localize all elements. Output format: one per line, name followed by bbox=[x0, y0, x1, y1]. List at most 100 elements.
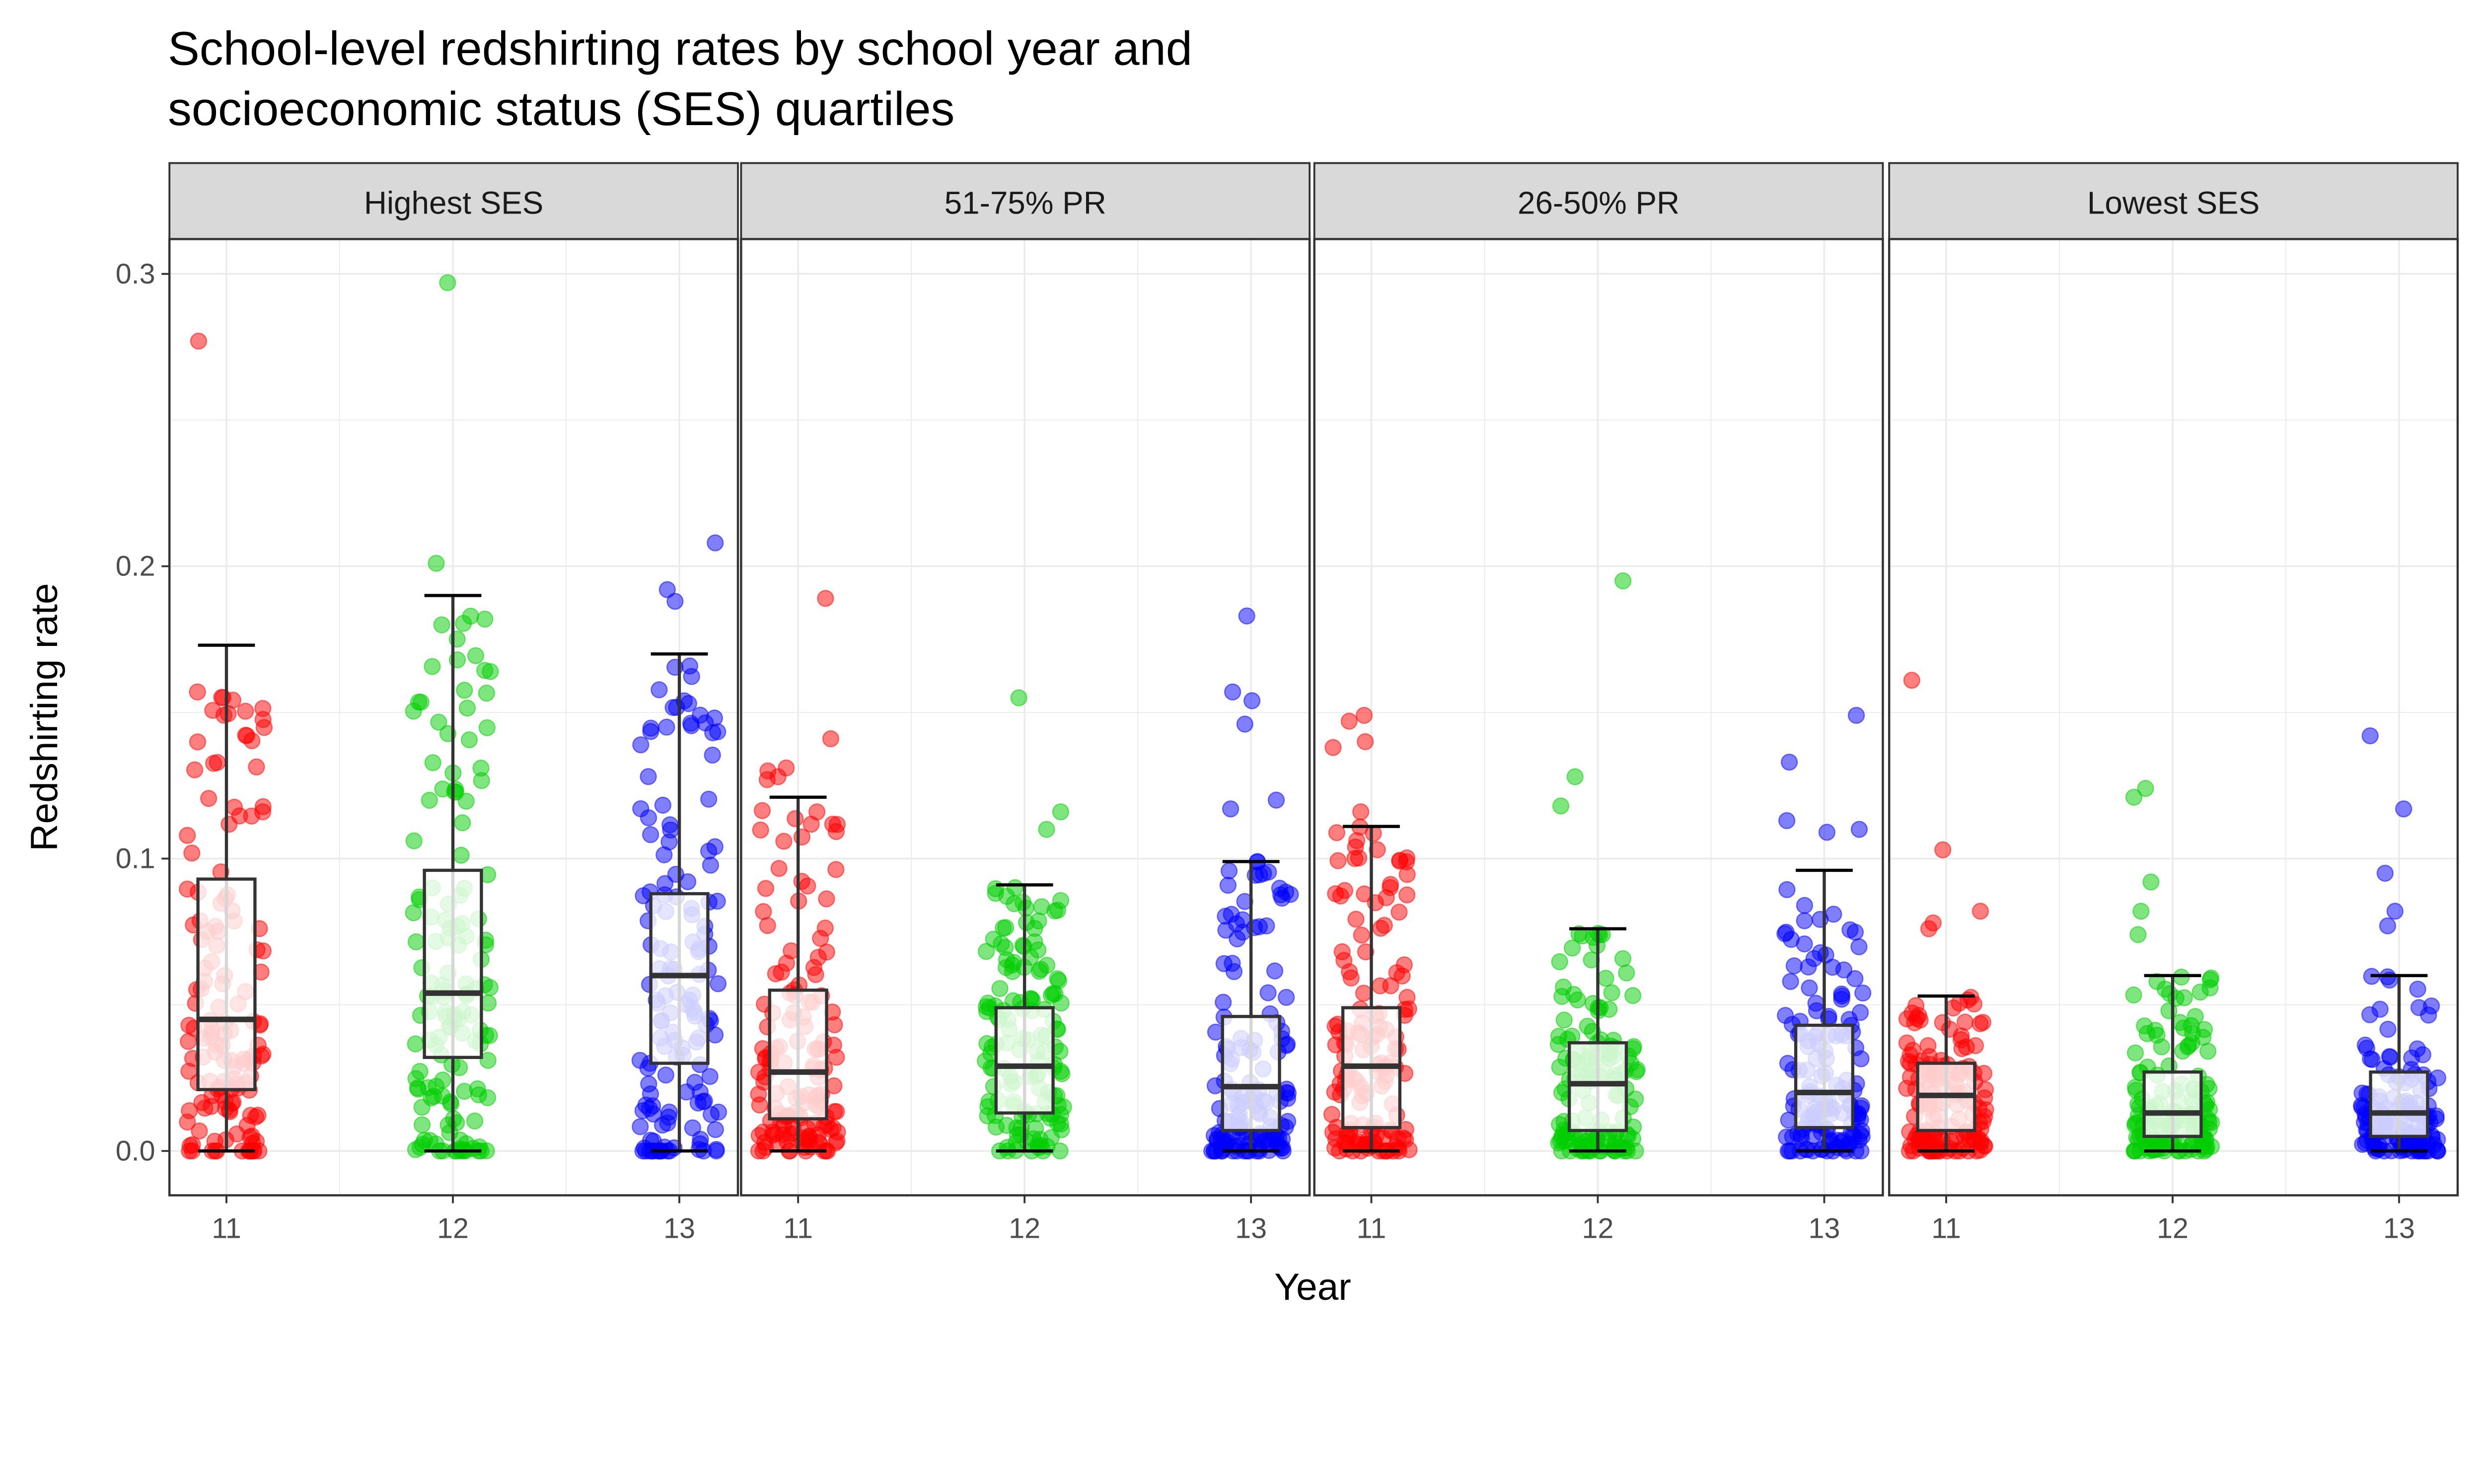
data-point bbox=[701, 1067, 719, 1085]
x-tick-label: 11 bbox=[1931, 1213, 1961, 1245]
data-point bbox=[1014, 936, 1031, 954]
data-point bbox=[178, 880, 196, 898]
data-point bbox=[456, 682, 473, 699]
boxplot-year-13 bbox=[1794, 868, 1855, 1153]
data-point bbox=[755, 903, 772, 920]
data-point bbox=[428, 555, 445, 572]
data-point bbox=[2148, 973, 2166, 990]
data-point bbox=[1023, 991, 1041, 1009]
boxplot-year-12 bbox=[1567, 927, 1628, 1153]
data-point bbox=[1835, 961, 1853, 979]
data-point bbox=[196, 1099, 214, 1117]
data-point bbox=[682, 717, 700, 734]
data-point bbox=[689, 1094, 707, 1112]
data-point bbox=[1847, 707, 1865, 724]
data-point bbox=[1323, 1106, 1341, 1123]
data-point bbox=[2125, 788, 2143, 806]
data-point bbox=[1393, 967, 1411, 985]
data-point bbox=[2137, 779, 2154, 797]
data-point bbox=[2356, 1036, 2374, 1054]
data-point bbox=[430, 713, 447, 731]
data-point bbox=[1224, 683, 1242, 701]
data-point bbox=[1219, 876, 1237, 894]
data-point bbox=[1801, 979, 1818, 997]
data-point bbox=[683, 668, 700, 685]
boxplot-year-11 bbox=[768, 795, 828, 1153]
data-point bbox=[654, 1116, 671, 1134]
data-point bbox=[205, 755, 222, 772]
data-point bbox=[455, 1082, 473, 1100]
facet-strip-label: Lowest SES bbox=[2087, 185, 2260, 220]
data-point bbox=[1550, 1116, 1568, 1133]
data-point bbox=[2132, 903, 2150, 920]
data-point bbox=[1052, 803, 1070, 821]
data-point bbox=[452, 847, 470, 864]
data-point bbox=[189, 683, 206, 701]
data-point bbox=[1236, 893, 1253, 910]
chart-title-line-1: School-level redshirting rates by school… bbox=[168, 22, 1192, 75]
data-point bbox=[979, 1098, 997, 1116]
data-point bbox=[1340, 712, 1358, 730]
data-point bbox=[1920, 920, 1938, 937]
data-point bbox=[1972, 903, 1989, 920]
x-axis-title: Year bbox=[1274, 1266, 1351, 1308]
data-point bbox=[2427, 1110, 2445, 1128]
iqr-box bbox=[768, 989, 828, 1121]
data-point bbox=[1236, 715, 1254, 733]
panel-border bbox=[740, 238, 1311, 1197]
data-point bbox=[179, 1033, 197, 1050]
data-point bbox=[799, 877, 816, 895]
data-point bbox=[1267, 791, 1285, 809]
data-point bbox=[783, 1125, 801, 1142]
data-point bbox=[979, 994, 997, 1012]
data-point bbox=[697, 714, 714, 732]
data-point bbox=[1259, 984, 1277, 1001]
data-point bbox=[243, 807, 260, 825]
data-point bbox=[453, 814, 471, 832]
data-point bbox=[1371, 977, 1389, 994]
data-point bbox=[2126, 1078, 2144, 1096]
data-point bbox=[632, 736, 650, 754]
data-point bbox=[793, 828, 811, 846]
y-tick-label: 0.1 bbox=[116, 843, 155, 875]
data-point bbox=[1846, 970, 1864, 988]
data-point bbox=[1969, 1130, 1987, 1147]
data-point bbox=[1603, 984, 1620, 1001]
data-point bbox=[457, 792, 475, 810]
data-point bbox=[1778, 812, 1796, 830]
data-point bbox=[184, 1136, 201, 1153]
data-point bbox=[248, 758, 265, 776]
iqr-box bbox=[1221, 1015, 1281, 1132]
data-point bbox=[1551, 1059, 1568, 1076]
data-point bbox=[2371, 1000, 2389, 1018]
x-tick-label: 12 bbox=[437, 1213, 469, 1245]
data-point bbox=[817, 590, 834, 607]
data-point bbox=[1934, 841, 1952, 858]
iqr-box bbox=[2142, 1070, 2203, 1138]
facet-strip bbox=[1888, 162, 2459, 240]
data-point bbox=[1352, 803, 1370, 821]
data-point bbox=[1796, 912, 1813, 929]
data-point bbox=[825, 1077, 843, 1095]
data-point bbox=[237, 726, 254, 744]
data-point bbox=[2409, 981, 2426, 998]
data-point bbox=[1398, 989, 1416, 1006]
data-point bbox=[1597, 970, 1614, 987]
data-point bbox=[632, 800, 650, 818]
x-tick-label: 11 bbox=[1357, 1213, 1387, 1245]
data-point bbox=[2167, 989, 2185, 1007]
data-point bbox=[1346, 849, 1364, 867]
data-point bbox=[660, 833, 678, 850]
data-point bbox=[1807, 994, 1825, 1012]
data-point bbox=[686, 1073, 704, 1091]
iqr-box bbox=[649, 892, 710, 1065]
iqr-box bbox=[196, 877, 257, 1091]
data-point bbox=[1053, 1065, 1071, 1082]
data-point bbox=[805, 959, 823, 976]
data-point bbox=[447, 1114, 465, 1131]
data-point bbox=[667, 865, 685, 883]
data-point bbox=[658, 718, 675, 736]
data-point bbox=[1038, 821, 1055, 838]
data-point bbox=[706, 534, 724, 552]
data-point bbox=[1780, 753, 1798, 771]
